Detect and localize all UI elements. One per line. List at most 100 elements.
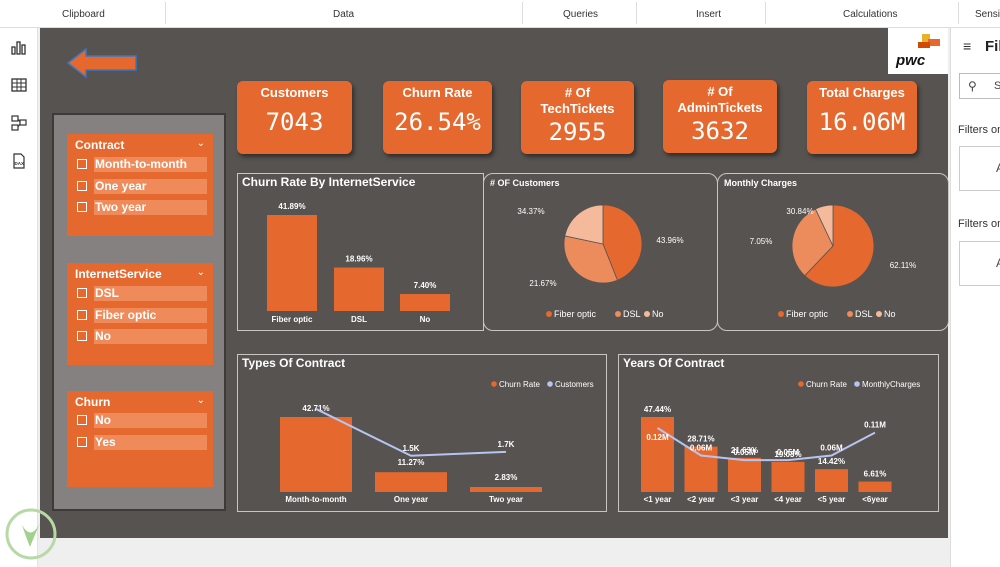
filter-search-input[interactable]: ⚲ S <box>959 73 1000 99</box>
checkbox[interactable] <box>77 437 87 447</box>
bar <box>858 481 892 492</box>
checkbox[interactable] <box>77 159 87 169</box>
bar <box>641 417 674 492</box>
checkbox[interactable] <box>77 288 87 298</box>
checkbox[interactable] <box>77 181 87 191</box>
data-label: 18.96% <box>345 255 372 264</box>
data-label: 0.06M <box>820 444 843 453</box>
ribbon: Clipboard Data Queries Insert Calculatio… <box>0 0 1000 28</box>
chart-title: Types Of Contract <box>242 356 346 370</box>
kpi-value: 7043 <box>265 108 324 136</box>
legend-label: No <box>884 309 896 319</box>
chevron-down-icon[interactable]: ⌄ <box>196 267 205 278</box>
data-label: 6.61% <box>864 470 887 479</box>
checkbox[interactable] <box>77 202 87 212</box>
slicer-churn: Churn ⌄ No Yes <box>67 391 213 487</box>
data-label: 28.71% <box>687 435 714 444</box>
chart-svg: 62.11% 30.84% 7.05% Fiber optic DSL No <box>750 204 917 319</box>
kpi-value: 26.54% <box>394 108 481 136</box>
data-label: 19.03% <box>774 450 801 459</box>
chart-churn-by-internet: Churn Rate By InternetService 41.89% Fibe… <box>237 173 484 331</box>
add-filter-drop-zone[interactable]: A <box>959 241 1000 286</box>
legend-marker <box>876 311 882 317</box>
search-icon: ⚲ <box>968 79 977 93</box>
tick-label: Two year <box>489 495 523 504</box>
slicer-title: InternetService <box>75 267 162 281</box>
dax-label: DAX <box>15 161 25 166</box>
tick-label: Fiber optic <box>272 315 313 324</box>
tick-label: Month-to-month <box>285 495 346 504</box>
series-line-customers <box>315 408 507 457</box>
tick-label: <1 year <box>644 495 672 504</box>
checkbox[interactable] <box>77 310 87 320</box>
chart-title: Churn Rate By InternetService <box>242 175 416 189</box>
slicer-title: Churn <box>75 395 111 409</box>
report-view-icon[interactable] <box>10 38 28 56</box>
data-label: 30.84% <box>786 207 813 216</box>
chevron-down-icon[interactable]: ⌄ <box>196 138 205 149</box>
bar <box>375 472 447 492</box>
bar <box>771 461 805 492</box>
table-view-icon[interactable] <box>10 76 28 94</box>
legend-label: Fiber optic <box>554 309 597 319</box>
kpi-churn-rate: Churn Rate 26.54% <box>383 81 492 154</box>
kpi-customers: Customers 7043 <box>237 81 352 154</box>
pie-slice <box>602 204 643 281</box>
filters-pane-title: Fil <box>985 38 1000 55</box>
chevron-down-icon[interactable]: ⌄ <box>196 395 205 406</box>
kpi-label-line2: TechTickets <box>540 101 615 116</box>
checkbox[interactable] <box>77 331 87 341</box>
slicer-option[interactable]: Two year <box>77 200 207 215</box>
pwc-logo-text: pwc <box>895 52 926 69</box>
data-label: 43.96% <box>656 236 683 245</box>
legend-marker <box>847 311 853 317</box>
ribbon-group-data[interactable]: Data <box>333 9 355 20</box>
legend-marker <box>547 381 553 387</box>
legend-marker <box>644 311 650 317</box>
tick-label: <4 year <box>774 495 802 504</box>
filter-icon[interactable]: ≡ <box>963 38 972 54</box>
chart-title: # OF Customers <box>490 178 560 188</box>
model-view-icon[interactable] <box>10 114 28 132</box>
ribbon-group-calculations[interactable]: Calculations <box>843 9 898 20</box>
ribbon-group-queries[interactable]: Queries <box>563 9 599 20</box>
chart-svg: 41.89% Fiber optic 18.96% DSL 7.40% No <box>267 202 450 324</box>
ribbon-group-insert[interactable]: Insert <box>696 9 722 20</box>
filters-on-all-pages-label: Filters on <box>958 218 1000 230</box>
legend-label: DSL <box>623 309 641 319</box>
kpi-label-line1: # Of <box>564 85 591 100</box>
data-label: 0.05M <box>733 448 756 457</box>
slicer-option[interactable]: Yes <box>77 435 207 450</box>
data-label: 7.05% <box>750 237 773 246</box>
checkbox[interactable] <box>77 415 87 425</box>
legend-marker <box>615 311 621 317</box>
kpi-label: Customers <box>260 85 329 100</box>
data-label: 62.11% <box>890 261 917 270</box>
data-label: 41.89% <box>278 202 305 211</box>
kpi-label-line2: AdminTickets <box>677 100 763 115</box>
data-label: 0.06M <box>690 444 713 453</box>
slicer-option[interactable]: No <box>77 329 207 344</box>
bar <box>728 457 761 492</box>
back-arrow-button[interactable] <box>66 46 138 80</box>
bar <box>815 469 848 492</box>
legend-label: No <box>652 309 664 319</box>
chart-types-of-contract: Types Of Contract Churn Rate Customers Mon… <box>237 354 607 512</box>
filters-pane: ≡ Fil ⚲ S Filters on A Filters on A <box>950 28 1000 567</box>
legend-label: Churn Rate <box>806 380 847 389</box>
data-label: 47.44% <box>644 405 671 414</box>
data-label: 2.83% <box>495 473 518 482</box>
tick-label: <3 year <box>731 495 759 504</box>
dax-query-icon[interactable]: DAX <box>10 152 28 170</box>
slicer-option[interactable]: Fiber optic <box>77 308 207 323</box>
slicer-option[interactable]: No <box>77 413 207 428</box>
slicer-option[interactable]: Month-to-month <box>77 157 207 172</box>
add-filter-drop-zone[interactable]: A <box>959 146 1000 191</box>
slicer-option[interactable]: One year <box>77 179 207 194</box>
ribbon-group-clipboard[interactable]: Clipboard <box>62 9 105 20</box>
data-label: 42.71% <box>302 404 329 413</box>
bar <box>267 215 317 311</box>
slicer-option[interactable]: DSL <box>77 286 207 301</box>
legend-label: MonthlyCharges <box>862 380 920 389</box>
ribbon-group-sensitivity[interactable]: Sensiti <box>975 9 1000 20</box>
